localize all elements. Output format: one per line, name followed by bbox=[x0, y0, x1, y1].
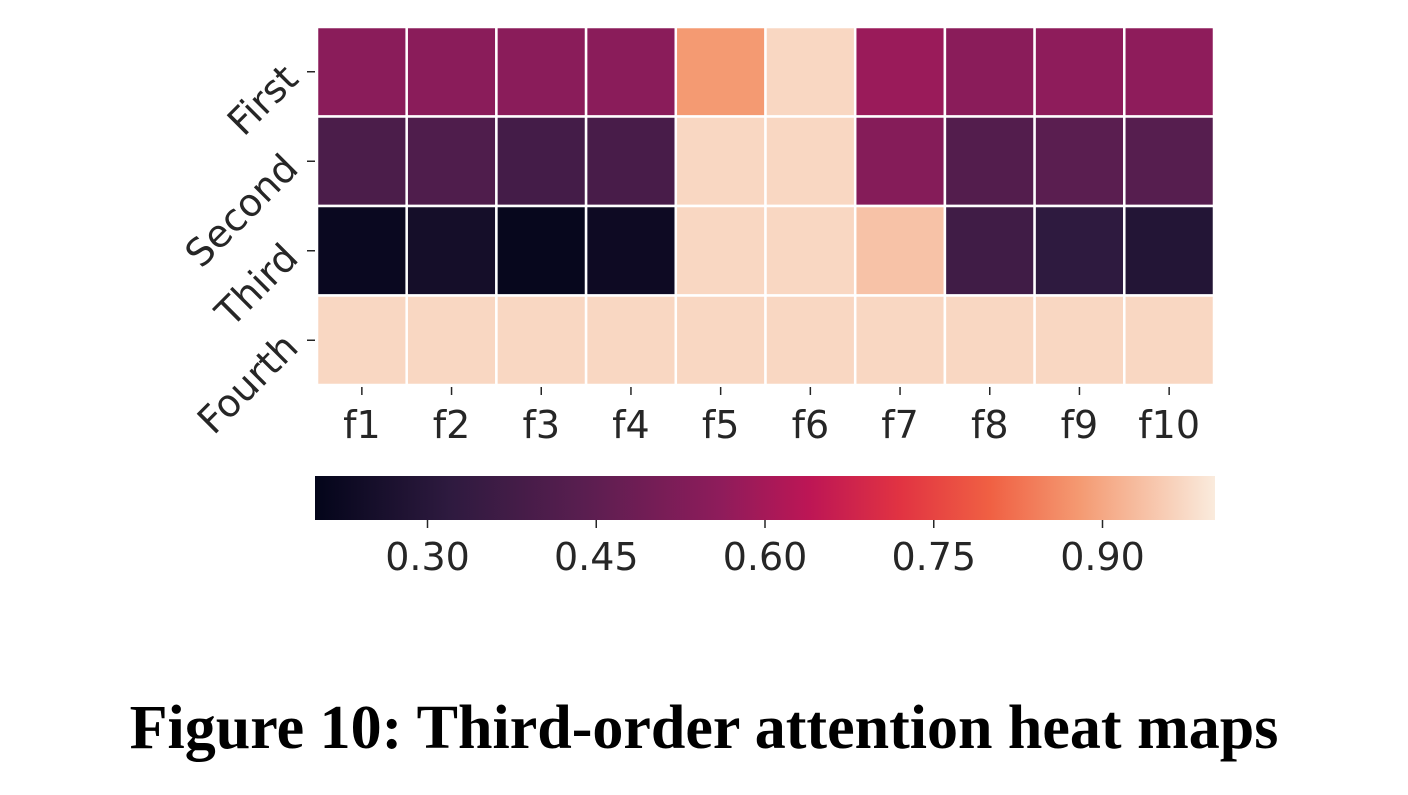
heatmap-cell-first-f4 bbox=[584, 25, 678, 118]
heatmap-cell-second-f1 bbox=[315, 115, 408, 208]
heatmap-cell-third-f4 bbox=[584, 204, 678, 297]
heatmap-cell-fourth-f8 bbox=[943, 294, 1036, 387]
heatmap-cell-fourth-f10 bbox=[1123, 294, 1216, 387]
x-tick-label: f3 bbox=[522, 403, 560, 447]
x-tick-label: f4 bbox=[612, 403, 650, 447]
heatmap-cell-fourth-f2 bbox=[405, 294, 498, 387]
heatmap-cell-third-f8 bbox=[943, 204, 1036, 297]
heatmap-cell-third-f1 bbox=[315, 204, 408, 297]
heatmap-cell-first-f7 bbox=[853, 25, 947, 118]
colorbar-tick-label: 0.45 bbox=[554, 535, 639, 579]
heatmap-cell-fourth-f1 bbox=[315, 294, 408, 387]
heatmap-cell-second-f5 bbox=[674, 115, 767, 208]
heatmap-cell-first-f3 bbox=[495, 25, 588, 118]
x-tick-label: f7 bbox=[881, 403, 919, 447]
heatmap-cell-first-f6 bbox=[764, 25, 857, 118]
heatmap-cell-third-f3 bbox=[495, 204, 588, 297]
heatmap-cell-first-f5 bbox=[674, 25, 767, 118]
heatmap-cell-first-f1 bbox=[315, 25, 408, 118]
heatmap-cell-third-f10 bbox=[1123, 204, 1216, 297]
heatmap-cell-fourth-f7 bbox=[853, 294, 947, 387]
x-tick-label: f10 bbox=[1138, 403, 1200, 447]
heatmap-cell-second-f6 bbox=[764, 115, 857, 208]
x-tick-label: f6 bbox=[792, 403, 830, 447]
heatmap-cell-first-f10 bbox=[1123, 25, 1216, 118]
heatmap-cell-second-f10 bbox=[1123, 115, 1216, 208]
heatmap-cell-fourth-f9 bbox=[1033, 294, 1126, 387]
colorbar-tick-label: 0.60 bbox=[723, 535, 808, 579]
colorbar-tick-label: 0.75 bbox=[891, 535, 976, 579]
heatmap-cell-third-f9 bbox=[1033, 204, 1126, 297]
heatmap-cell-second-f7 bbox=[853, 115, 947, 208]
y-tick-label: Fourth bbox=[189, 325, 307, 443]
heatmap-cell-second-f8 bbox=[943, 115, 1036, 208]
heatmap-cell-third-f2 bbox=[405, 204, 498, 297]
colorbar-ticks: 0.30 0.45 0.60 0.75 0.90 bbox=[385, 520, 1145, 579]
heatmap-cell-fourth-f6 bbox=[764, 294, 857, 387]
heatmap-cell-third-f5 bbox=[674, 204, 767, 297]
x-tick-label: f9 bbox=[1061, 403, 1099, 447]
colorbar bbox=[315, 476, 1215, 520]
heatmap-cell-first-f2 bbox=[405, 25, 498, 118]
heatmap-cell-fourth-f5 bbox=[674, 294, 767, 387]
heatmap-cell-second-f4 bbox=[584, 115, 678, 208]
colorbar-tick-label: 0.30 bbox=[385, 535, 470, 579]
heatmap-cell-fourth-f3 bbox=[495, 294, 588, 387]
heatmap-cells bbox=[315, 25, 1216, 387]
y-tick-label: First bbox=[219, 56, 307, 144]
x-tick-label: f8 bbox=[971, 403, 1009, 447]
x-tick-label: f1 bbox=[343, 403, 381, 447]
heatmap-cell-first-f9 bbox=[1033, 25, 1126, 118]
heatmap-cell-second-f2 bbox=[405, 115, 498, 208]
heatmap-cell-third-f6 bbox=[764, 204, 857, 297]
x-axis-labels: f1 f2 f3 f4 f5 f6 f7 f8 f9 f10 bbox=[343, 387, 1200, 447]
x-tick-label: f5 bbox=[702, 403, 740, 447]
x-tick-label: f2 bbox=[433, 403, 471, 447]
heatmap-cell-first-f8 bbox=[943, 25, 1036, 118]
heatmap-cell-second-f3 bbox=[495, 115, 588, 208]
colorbar-tick-label: 0.90 bbox=[1060, 535, 1145, 579]
heatmap-cell-third-f7 bbox=[853, 204, 947, 297]
heatmap-cell-fourth-f4 bbox=[584, 294, 678, 387]
heatmap-cell-second-f9 bbox=[1033, 115, 1126, 208]
figure-caption: Figure 10: Third-order attention heat ma… bbox=[129, 694, 1279, 762]
